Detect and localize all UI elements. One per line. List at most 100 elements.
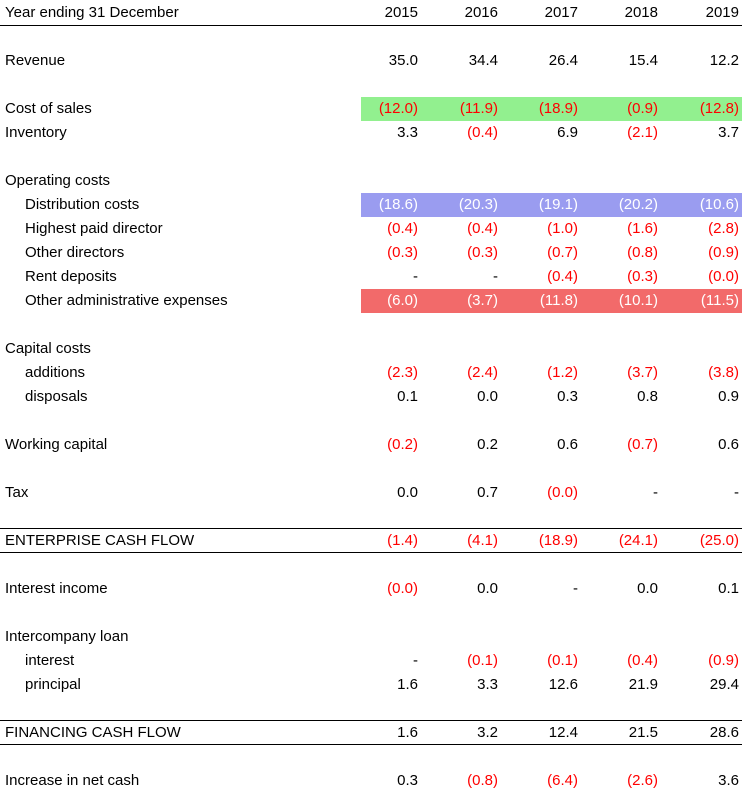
value-cell: (0.9) (708, 244, 739, 261)
value-cell: (6.0) (361, 289, 421, 313)
row-label: Rent deposits (25, 268, 117, 285)
row-loan-principal: principal 1.6 3.3 12.6 21.9 29.4 (0, 673, 742, 697)
row-tax: Tax 0.0 0.7 (0.0) - - (0, 481, 742, 505)
value-cell: (18.9) (538, 532, 578, 549)
section-label: Capital costs (5, 340, 91, 357)
header-label: Year ending 31 December (5, 4, 179, 21)
row-loan-interest: interest - (0.1) (0.1) (0.4) (0.9) (0, 649, 742, 673)
value-cell: - (413, 652, 418, 669)
value-cell: (24.1) (618, 532, 658, 549)
total-rule-top (0, 720, 742, 721)
row-label: Other administrative expenses (25, 292, 228, 309)
value-cell: (0.0) (387, 580, 418, 597)
year-2016: 2016 (464, 4, 498, 21)
row-label: Interest income (5, 580, 108, 597)
value-cell: 0.0 (477, 388, 498, 405)
value-cell: (10.1) (581, 289, 661, 313)
value-cell: (0.4) (467, 124, 498, 141)
value-cell: (0.9) (708, 652, 739, 669)
row-interest-income: Interest income (0.0) 0.0 - 0.0 0.1 (0, 577, 742, 601)
row-operating-costs: Operating costs (0, 169, 742, 193)
value-cell: 0.6 (557, 436, 578, 453)
value-cell: (2.6) (627, 772, 658, 789)
year-2015: 2015 (384, 4, 418, 21)
value-cell: (11.9) (421, 97, 501, 121)
row-other-directors: Other directors (0.3) (0.3) (0.7) (0.8) … (0, 241, 742, 265)
value-cell: (20.3) (421, 193, 501, 217)
value-cell: 12.2 (709, 52, 739, 69)
value-cell: (1.0) (547, 220, 578, 237)
value-cell: 34.4 (468, 52, 498, 69)
year-2019: 2019 (705, 4, 739, 21)
row-label: Highest paid director (25, 220, 163, 237)
value-cell: (3.7) (627, 364, 658, 381)
value-cell: (19.1) (501, 193, 581, 217)
row-label: Inventory (5, 124, 67, 141)
row-label: Other directors (25, 244, 125, 261)
value-cell: 3.3 (397, 124, 418, 141)
value-cell: 28.6 (709, 724, 739, 741)
value-cell: (18.9) (501, 97, 581, 121)
value-cell: (3.8) (708, 364, 739, 381)
row-increase-in-net-cash: Increase in net cash 0.3 (0.8) (6.4) (2.… (0, 769, 742, 793)
value-cell: 26.4 (548, 52, 578, 69)
row-intercompany-loan: Intercompany loan (0, 625, 742, 649)
value-cell: 3.7 (718, 124, 739, 141)
value-cell: (0.4) (387, 220, 418, 237)
row-label: interest (25, 652, 75, 669)
total-rule-bottom (0, 552, 742, 553)
row-other-admin-expenses: Other administrative expenses (6.0) (3.7… (0, 289, 742, 313)
value-cell: 1.6 (397, 676, 418, 693)
value-cell: 0.1 (718, 580, 739, 597)
section-label: Operating costs (5, 172, 111, 189)
value-cell: 1.6 (397, 724, 418, 741)
total-rule-bottom (0, 744, 742, 745)
value-cell: (2.4) (467, 364, 498, 381)
value-cell: (10.6) (661, 193, 742, 217)
row-label: Distribution costs (25, 196, 140, 213)
row-label: Revenue (5, 52, 66, 69)
value-cell: (0.1) (547, 652, 578, 669)
row-label: Cost of sales (5, 100, 92, 117)
value-cell: 3.2 (477, 724, 498, 741)
value-cell: (12.8) (661, 97, 742, 121)
value-cell: (0.3) (627, 268, 658, 285)
value-cell: 6.9 (557, 124, 578, 141)
row-financing-cash-flow: FINANCING CASH FLOW 1.6 3.2 12.4 21.5 28… (0, 721, 742, 745)
value-cell: 0.3 (397, 772, 418, 789)
row-label: Working capital (5, 436, 108, 453)
value-cell: (1.6) (627, 220, 658, 237)
value-cell: - (493, 268, 498, 285)
value-cell: 12.6 (548, 676, 578, 693)
value-cell: (0.7) (547, 244, 578, 261)
row-disposals: disposals 0.1 0.0 0.3 0.8 0.9 (0, 385, 742, 409)
value-cell: 21.5 (628, 724, 658, 741)
total-label: ENTERPRISE CASH FLOW (5, 532, 195, 549)
row-revenue: Revenue 35.0 34.4 26.4 15.4 12.2 (0, 49, 742, 73)
value-cell: 3.3 (477, 676, 498, 693)
value-cell: 0.1 (397, 388, 418, 405)
total-rule-top (0, 528, 742, 529)
value-cell: - (734, 484, 739, 501)
row-label: additions (25, 364, 86, 381)
row-cost-of-sales: Cost of sales (12.0) (11.9) (18.9) (0.9)… (0, 97, 742, 121)
row-working-capital: Working capital (0.2) 0.2 0.6 (0.7) 0.6 (0, 433, 742, 457)
value-cell: (25.0) (699, 532, 739, 549)
header-row: Year ending 31 December 2015 2016 2017 2… (0, 1, 742, 25)
value-cell: (20.2) (581, 193, 661, 217)
value-cell: 12.4 (548, 724, 578, 741)
value-cell: (12.0) (361, 97, 421, 121)
value-cell: (0.8) (467, 772, 498, 789)
value-cell: 0.6 (718, 436, 739, 453)
row-inventory: Inventory 3.3 (0.4) 6.9 (2.1) 3.7 (0, 121, 742, 145)
value-cell: 35.0 (388, 52, 418, 69)
total-label: FINANCING CASH FLOW (5, 724, 181, 741)
row-additions: additions (2.3) (2.4) (1.2) (3.7) (3.8) (0, 361, 742, 385)
value-cell: 21.9 (628, 676, 658, 693)
value-cell: - (653, 484, 658, 501)
value-cell: - (573, 580, 578, 597)
value-cell: (0.4) (547, 268, 578, 285)
value-cell: 0.7 (477, 484, 498, 501)
value-cell: (0.2) (387, 436, 418, 453)
value-cell: 29.4 (709, 676, 739, 693)
